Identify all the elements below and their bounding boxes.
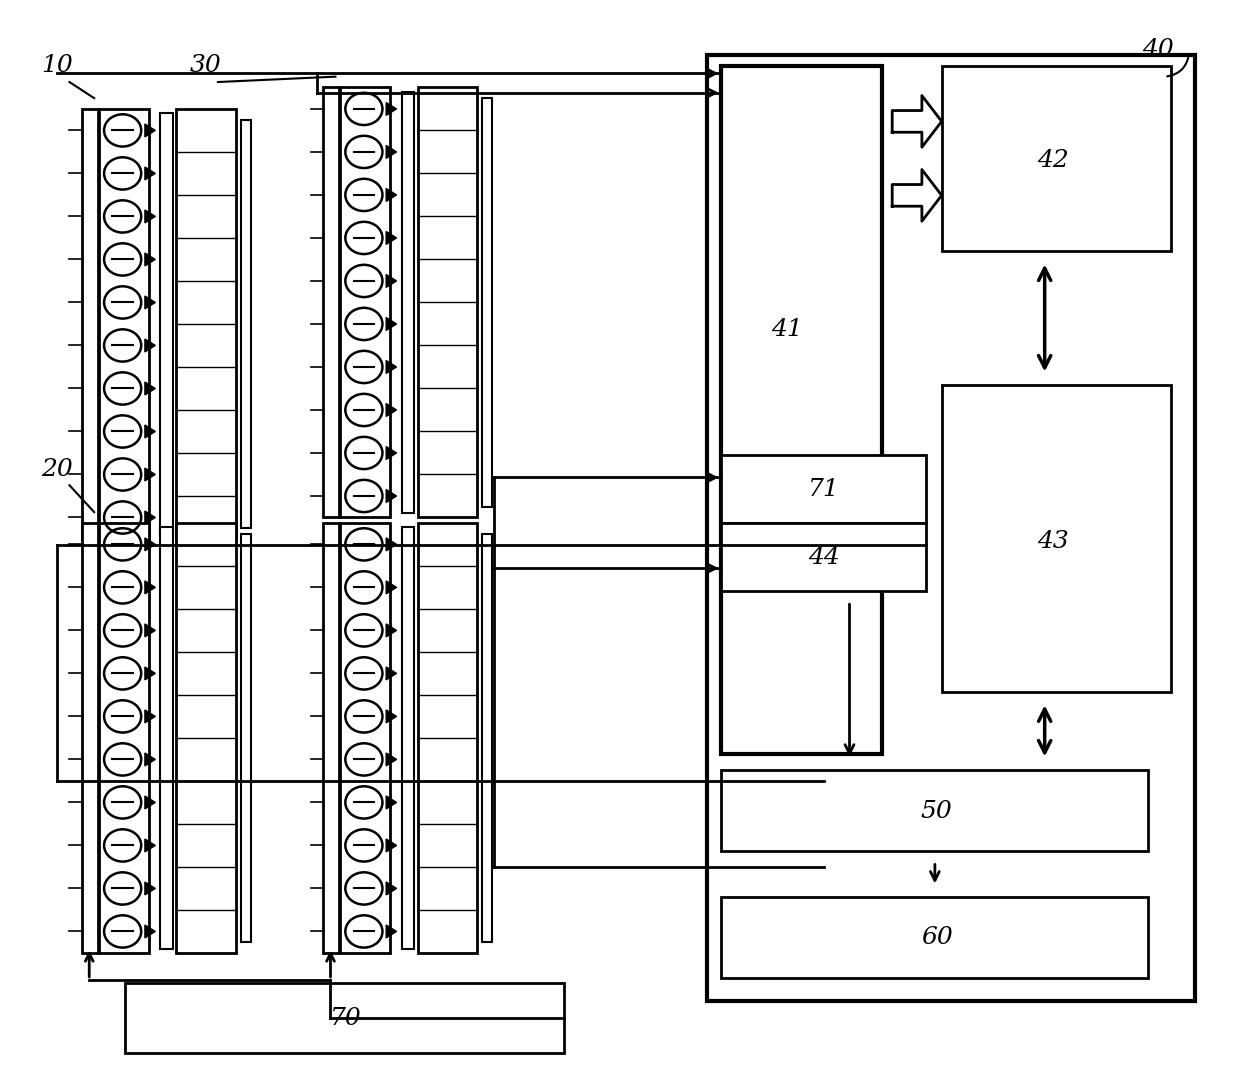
- Text: 42: 42: [1037, 149, 1069, 172]
- Polygon shape: [145, 511, 155, 524]
- Bar: [176, 109, 236, 539]
- Bar: [941, 385, 1171, 692]
- Polygon shape: [145, 882, 155, 895]
- Polygon shape: [145, 296, 155, 309]
- Polygon shape: [145, 167, 155, 180]
- Bar: [341, 87, 389, 517]
- Text: 43: 43: [1037, 529, 1069, 553]
- Polygon shape: [386, 102, 397, 115]
- Polygon shape: [386, 446, 397, 459]
- Polygon shape: [145, 624, 155, 637]
- Text: 10: 10: [41, 54, 73, 78]
- Text: 60: 60: [921, 926, 952, 950]
- Bar: [241, 534, 250, 942]
- Text: 71: 71: [808, 478, 839, 501]
- Polygon shape: [386, 925, 397, 938]
- Bar: [482, 98, 492, 507]
- Polygon shape: [145, 839, 155, 852]
- Polygon shape: [386, 624, 397, 637]
- Polygon shape: [145, 581, 155, 594]
- Bar: [176, 523, 236, 953]
- Bar: [82, 109, 98, 539]
- Bar: [99, 523, 149, 953]
- Text: 20: 20: [41, 457, 73, 481]
- Bar: [402, 527, 414, 949]
- Bar: [722, 897, 1148, 978]
- Polygon shape: [386, 796, 397, 808]
- Bar: [707, 55, 1195, 1001]
- Bar: [160, 113, 172, 535]
- Polygon shape: [386, 710, 397, 723]
- Text: 44: 44: [808, 545, 839, 569]
- Polygon shape: [386, 667, 397, 680]
- Polygon shape: [386, 489, 397, 502]
- Polygon shape: [386, 232, 397, 245]
- Polygon shape: [145, 752, 155, 765]
- Bar: [241, 120, 250, 528]
- Polygon shape: [145, 382, 155, 395]
- Polygon shape: [386, 581, 397, 594]
- Polygon shape: [145, 468, 155, 481]
- Bar: [99, 109, 149, 539]
- Bar: [418, 523, 477, 953]
- Polygon shape: [145, 124, 155, 137]
- Bar: [402, 92, 414, 513]
- Polygon shape: [145, 710, 155, 723]
- Bar: [722, 455, 925, 523]
- Bar: [722, 770, 1148, 851]
- Bar: [125, 983, 564, 1053]
- Bar: [160, 527, 172, 949]
- Polygon shape: [145, 425, 155, 438]
- Polygon shape: [386, 318, 397, 330]
- Polygon shape: [386, 146, 397, 158]
- Polygon shape: [386, 360, 397, 373]
- Bar: [82, 523, 98, 953]
- Polygon shape: [145, 338, 155, 351]
- Polygon shape: [386, 839, 397, 852]
- Polygon shape: [145, 210, 155, 223]
- Text: 40: 40: [1142, 39, 1174, 61]
- Polygon shape: [386, 752, 397, 765]
- Polygon shape: [145, 253, 155, 266]
- Text: 41: 41: [771, 318, 804, 341]
- Polygon shape: [386, 403, 397, 416]
- Polygon shape: [386, 189, 397, 202]
- Bar: [418, 87, 477, 517]
- Polygon shape: [386, 538, 397, 551]
- Text: 50: 50: [921, 800, 952, 823]
- Polygon shape: [145, 538, 155, 551]
- Polygon shape: [145, 796, 155, 808]
- Text: 30: 30: [190, 54, 222, 78]
- Bar: [722, 66, 883, 754]
- Polygon shape: [386, 275, 397, 288]
- Polygon shape: [145, 925, 155, 938]
- Text: 70: 70: [330, 1007, 361, 1031]
- Bar: [324, 87, 340, 517]
- Bar: [324, 523, 340, 953]
- Bar: [941, 66, 1171, 251]
- Bar: [482, 534, 492, 942]
- Bar: [341, 523, 389, 953]
- Polygon shape: [145, 667, 155, 680]
- Polygon shape: [386, 882, 397, 895]
- Bar: [722, 523, 925, 591]
